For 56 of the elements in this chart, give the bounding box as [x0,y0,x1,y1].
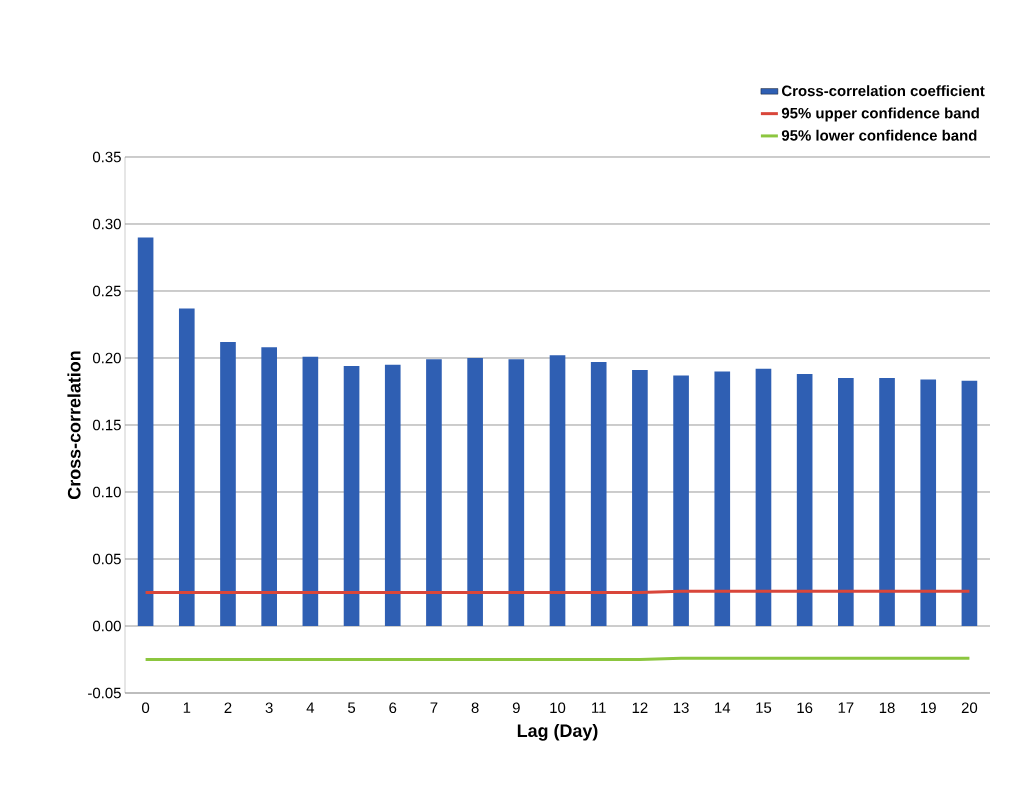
bar [220,341,236,626]
x-tick-label: 19 [921,702,936,714]
x-tick-label: 4 [306,702,315,713]
bar [384,364,401,626]
x-tick-label: 6 [389,702,397,714]
x-tick-label: 7 [430,702,438,713]
x-tick-label: 1 [183,702,191,713]
x-tick-label: 2 [224,702,232,713]
y-tick-label: 0.10 [92,486,121,498]
x-tick-label: 8 [471,702,479,714]
y-tick-label: 0.25 [92,285,121,297]
bar [508,359,525,626]
x-tick-label: 0 [142,702,150,714]
bar [961,380,978,626]
x-tick-label: 14 [715,702,731,713]
y-tick-label: 0.00 [92,620,121,632]
bar [302,356,319,626]
bar [673,375,689,626]
x-tick-label: 13 [673,702,689,714]
x-tick-label: 12 [632,702,648,713]
x-axis-title: Lag (Day) [517,723,598,741]
y-tick-label: 0.35 [92,151,121,163]
bar [178,308,195,626]
y-tick-label: 0.15 [92,419,121,431]
y-tick-label: 0.30 [92,218,121,230]
bar [343,366,360,626]
x-tick-label: 16 [797,702,813,714]
legend-label: 95% upper confidence band [781,107,979,122]
bar [590,362,607,626]
y-tick-label: 0.20 [92,352,121,364]
x-tick-label: 18 [879,702,895,714]
bar [549,355,566,626]
y-axis-title: Cross-correlation [67,351,81,499]
x-tick-label: 10 [550,702,566,714]
bar [714,371,731,626]
bar [796,374,813,626]
bar [838,378,854,626]
bar [755,368,772,626]
bar [137,237,154,626]
legend-label: Cross-correlation coefficient [781,85,985,97]
x-tick-label: 11 [592,702,606,713]
x-tick-label: 15 [756,702,772,713]
y-tick-label: 0.05 [92,553,121,565]
bar [467,358,483,626]
y-tick-label: -0.05 [88,687,121,699]
bar [920,379,937,626]
x-tick-label: 20 [961,702,978,714]
x-tick-label: 17 [838,702,854,713]
bar [632,370,648,626]
x-tick-label: 5 [347,702,356,713]
bar [879,378,895,626]
legend-label: 95% lower confidence band [781,129,977,141]
bar [426,359,442,626]
x-tick-label: 9 [512,702,520,714]
x-tick-label: 3 [265,702,273,714]
bar [261,347,277,626]
